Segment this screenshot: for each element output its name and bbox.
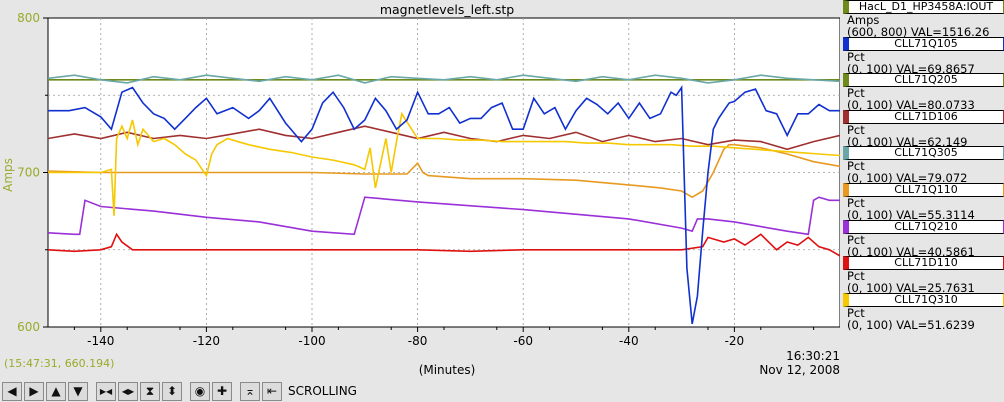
series-layer xyxy=(47,74,840,325)
y-tick-label: 700 xyxy=(17,166,40,180)
center-icon: ◉ xyxy=(194,384,206,398)
end-time: 16:30:21 xyxy=(786,349,840,363)
legend-item[interactable]: CLL71Q210 Pct (0, 100) VAL=40.5861 xyxy=(843,219,1004,259)
arrow-left-icon: ◀ xyxy=(7,384,17,398)
cursor-readout: (15:47:31, 660.194) xyxy=(4,357,115,370)
legend-item-name: CLL71Q310 xyxy=(843,292,1004,307)
zoom-in-horizontal-button[interactable]: ▶◀ xyxy=(96,381,116,401)
legend-item-unit: Pct xyxy=(847,159,865,174)
series-line-cll71q210 xyxy=(47,196,840,236)
legend-item-value: (0, 100) VAL=40.5861 xyxy=(847,244,975,259)
legend-item-value: (0, 100) VAL=25.7631 xyxy=(847,281,975,296)
arrow-right-button[interactable]: ▶ xyxy=(24,381,44,401)
zoom-out-horizontal-icon: ◀▶ xyxy=(121,386,135,396)
y-tick-label: 800 xyxy=(17,11,40,25)
series-line-cll71d110 xyxy=(47,232,840,257)
zoom-out-horizontal-button[interactable]: ◀▶ xyxy=(118,381,138,401)
x-tick-label: -20 xyxy=(725,334,745,348)
series-line-cll71q305 xyxy=(47,74,840,84)
zoom-in-horizontal-icon: ▶◀ xyxy=(99,386,113,396)
legend-item-name: HacL_D1_HP3458A:IOUT xyxy=(843,0,1004,14)
legend-item-unit: Pct xyxy=(847,305,865,320)
legend-item-value: (0, 100) VAL=79.072 xyxy=(847,171,968,186)
series-line-cll71q105 xyxy=(48,85,840,325)
legend-item-name: CLL71Q110 xyxy=(843,182,1004,197)
x-tick-label: -80 xyxy=(408,334,428,348)
autoscale-button[interactable]: ⌅ xyxy=(240,381,260,401)
x-axis-label: (Minutes) xyxy=(419,363,476,377)
center-button[interactable]: ◉ xyxy=(190,381,210,401)
legend-item-unit: Amps xyxy=(847,13,880,27)
legend-item-name: CLL71Q105 xyxy=(843,36,1004,51)
legend-item-name: CLL71D106 xyxy=(843,109,1004,124)
plus-icon: ✚ xyxy=(216,384,228,398)
legend-item-name: CLL71Q205 xyxy=(843,73,1004,88)
legend-item-value: (600, 800) VAL=1516.26 xyxy=(847,25,990,39)
legend-item[interactable]: CLL71D110 Pct (0, 100) VAL=25.7631 xyxy=(843,256,1004,296)
legend-item-unit: Pct xyxy=(847,122,865,137)
arrow-left-button[interactable]: ◀ xyxy=(2,381,22,401)
chart-area[interactable]: -140 -120 -100 -80 -60 -40 -20 600 700 800 magnet… xyxy=(0,0,840,380)
legend-item-value: (0, 100) VAL=51.6239 xyxy=(847,317,975,332)
zoom-in-vertical-icon: ⧗ xyxy=(145,383,155,398)
legend-item-unit: Pct xyxy=(847,86,865,101)
zoom-in-vertical-button[interactable]: ⧗ xyxy=(140,381,160,401)
x-tick-label: -40 xyxy=(619,334,639,348)
legend-item-name: CLL71Q210 xyxy=(843,219,1004,234)
legend-item[interactable]: CLL71D106 Pct (0, 100) VAL=62.149 xyxy=(843,109,1004,149)
legend-item-unit: Pct xyxy=(847,49,865,64)
legend-item-unit: Pct xyxy=(847,195,865,210)
legend: HacL_D1_HP3458A:IOUT Amps (600, 800) VAL=1… xyxy=(843,0,1004,332)
legend-item-value: (0, 100) VAL=62.149 xyxy=(847,134,968,149)
legend-item-value: (0, 100) VAL=80.0733 xyxy=(847,98,975,113)
zoom-out-vertical-icon: ⬍ xyxy=(166,384,178,398)
arrow-up-button[interactable]: ▲ xyxy=(46,381,66,401)
legend-item[interactable]: CLL71Q310 Pct (0, 100) VAL=51.6239 xyxy=(843,292,1004,332)
legend-item[interactable]: CLL71Q105 Pct (0, 100) VAL=69.8657 xyxy=(843,36,1004,76)
end-timestamp: 16:30:21 Nov 12, 2008 xyxy=(740,349,840,377)
x-tick-label: -100 xyxy=(298,334,325,348)
plus-button[interactable]: ✚ xyxy=(212,381,232,401)
x-tick-label: -140 xyxy=(87,334,114,348)
legend-item-name: CLL71Q305 xyxy=(843,146,1004,161)
y-tick-label: 600 xyxy=(17,320,40,334)
series-line-cll71q310 xyxy=(48,111,840,216)
series-line-cll71q110 xyxy=(47,143,840,199)
arrow-right-icon: ▶ xyxy=(29,384,39,398)
end-date: Nov 12, 2008 xyxy=(759,363,840,377)
arrow-up-icon: ▲ xyxy=(51,384,61,398)
legend-item[interactable]: CLL71Q205 Pct (0, 100) VAL=80.0733 xyxy=(843,73,1004,113)
toolbar: ◀ ▶ ▲ ▼ ▶◀ ◀▶ ⧗ ⬍ ◉ ✚ ⌅ ⇤ SCROLLING xyxy=(0,380,1004,402)
series-line-cll71d106 xyxy=(47,125,840,151)
chart-title: magnetlevels_left.stp xyxy=(380,2,514,17)
legend-item-value: (0, 100) VAL=55.3114 xyxy=(847,207,975,222)
arrow-down-button[interactable]: ▼ xyxy=(68,381,88,401)
legend-item[interactable]: HacL_D1_HP3458A:IOUT Amps (600, 800) VAL=1… xyxy=(843,0,1004,39)
legend-item-value: (0, 100) VAL=69.8657 xyxy=(847,61,975,76)
arrow-down-icon: ▼ xyxy=(73,384,83,398)
x-tick-label: -60 xyxy=(513,334,533,348)
legend-item-name: CLL71D110 xyxy=(843,256,1004,271)
legend-item-unit: Pct xyxy=(847,269,865,284)
legend-item-unit: Pct xyxy=(847,232,865,247)
x-tick-label: -120 xyxy=(193,334,220,348)
zoom-out-vertical-button[interactable]: ⬍ xyxy=(162,381,182,401)
scroll-end-icon: ⇤ xyxy=(266,384,278,398)
scrolling-status: SCROLLING xyxy=(288,384,357,398)
legend-item[interactable]: CLL71Q305 Pct (0, 100) VAL=79.072 xyxy=(843,146,1004,186)
axes: -140 -120 -100 -80 -60 -40 -20 600 700 800 xyxy=(17,11,815,348)
scroll-end-button[interactable]: ⇤ xyxy=(262,381,282,401)
legend-item[interactable]: CLL71Q110 Pct (0, 100) VAL=55.3114 xyxy=(843,182,1004,222)
autoscale-icon: ⌅ xyxy=(244,384,256,398)
y-axis-label: Amps xyxy=(1,158,15,192)
